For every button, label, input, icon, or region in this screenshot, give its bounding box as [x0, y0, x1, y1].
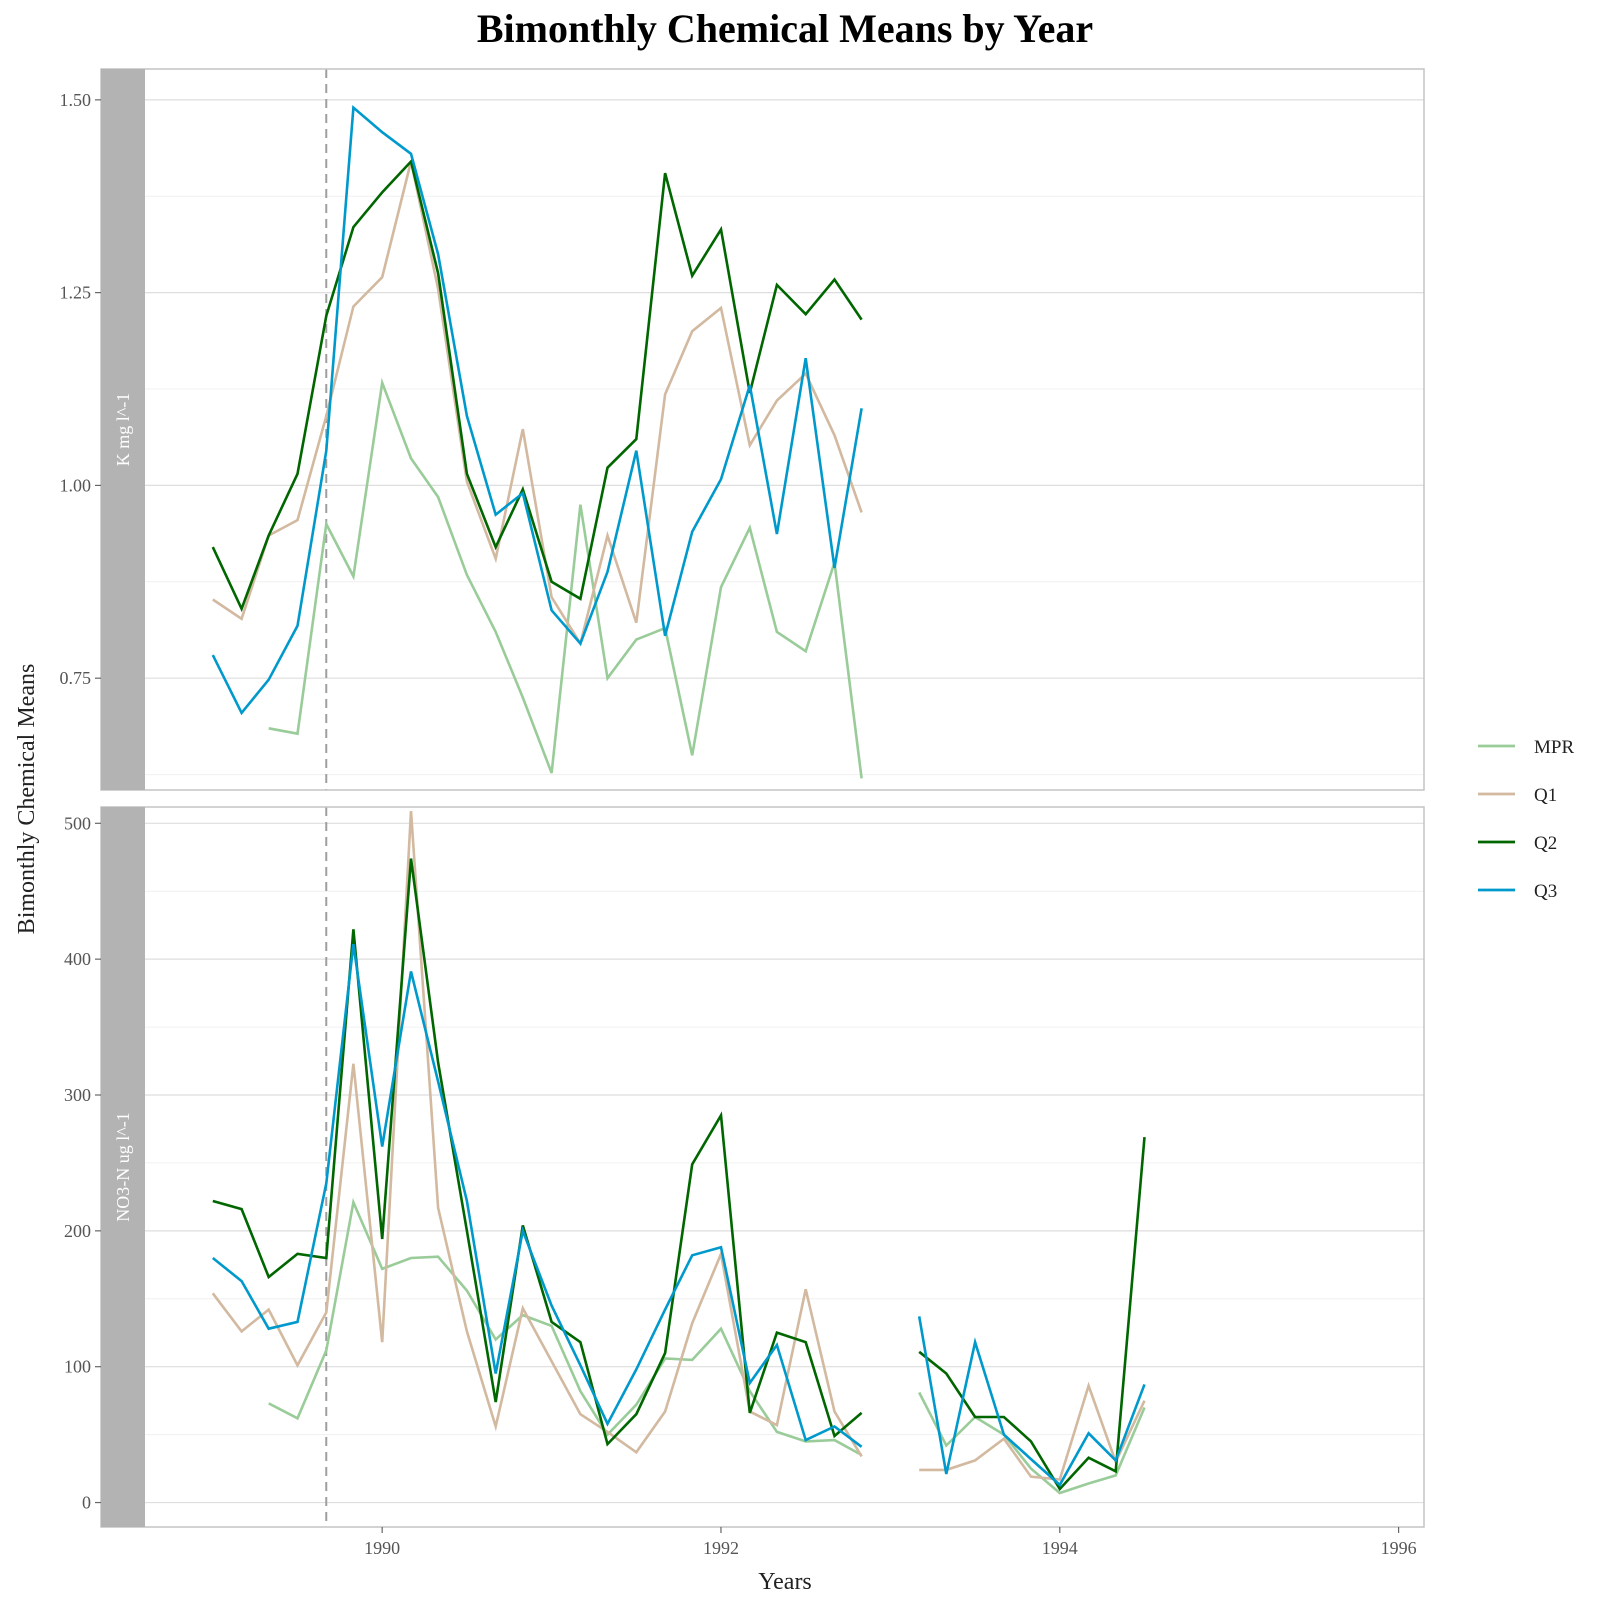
panel-no3-strip-label: NO3-N ug l^-1: [113, 1112, 133, 1221]
y-tick-label: 1.25: [60, 283, 92, 303]
legend-label-q2: Q2: [1534, 833, 1557, 854]
series-line-q1-k: [212, 161, 863, 647]
y-tick-label: 500: [64, 813, 91, 833]
x-tick-label: 1994: [1042, 1538, 1078, 1558]
y-tick-label: 400: [64, 949, 91, 969]
panel-k-frame: [100, 68, 1425, 791]
panel-no3-marks: [211, 807, 1146, 1527]
x-tick-label: 1990: [364, 1538, 400, 1558]
series-line-q3-no3-n: [211, 944, 1146, 1487]
panel-no3-y-ticks: 0 100 200 300 400 500: [64, 813, 101, 1513]
legend-label-q1: Q1: [1534, 785, 1557, 806]
panel-k-grid: [145, 99, 1424, 776]
y-tick-label: 200: [64, 1221, 91, 1241]
series-line-q3-k: [211, 104, 863, 716]
panel-k-y-ticks: 0.75 1.00 1.25 1.50: [60, 90, 101, 688]
y-tick-label: 1.50: [60, 90, 92, 110]
y-tick-label: 0: [82, 1493, 91, 1513]
y-axis-title: Bimonthly Chemical Means: [14, 664, 40, 935]
legend-label-q3: Q3: [1534, 881, 1557, 902]
y-tick-label: 300: [64, 1085, 91, 1105]
panel-k-marks: [211, 69, 863, 790]
series-line-q2-no3-n: [212, 858, 1146, 1492]
series-line-mpr-k: [268, 377, 863, 779]
legend-label-mpr: MPR: [1534, 737, 1574, 758]
series-line-q1-no3-n: [211, 811, 1146, 1481]
chart-title: Bimonthly Chemical Means by Year: [477, 6, 1093, 51]
x-axis: 1990 1992 1994 1996: [364, 1527, 1417, 1558]
x-tick-label: 1996: [1381, 1538, 1417, 1558]
panel-k-strip: [101, 69, 145, 790]
series-line-q2-k: [211, 158, 863, 613]
panel-k: K mg l^-1 0.75 1.00 1.25 1.50: [60, 68, 1425, 791]
y-tick-label: 100: [64, 1357, 91, 1377]
panel-no3-grid: [145, 822, 1424, 1504]
panel-no3: NO3-N ug l^-1 0 100 200 300 400 500: [64, 806, 1425, 1528]
legend: MPR Q1 Q2 Q3: [1478, 737, 1574, 902]
panel-no3-strip: [101, 807, 145, 1527]
series-line-mpr-no3-n: [268, 1197, 1146, 1495]
x-axis-title: Years: [758, 1569, 812, 1595]
y-tick-label: 1.00: [60, 475, 92, 495]
panel-k-strip-label: K mg l^-1: [113, 393, 133, 466]
y-tick-label: 0.75: [60, 668, 92, 688]
x-tick-label: 1992: [703, 1538, 739, 1558]
